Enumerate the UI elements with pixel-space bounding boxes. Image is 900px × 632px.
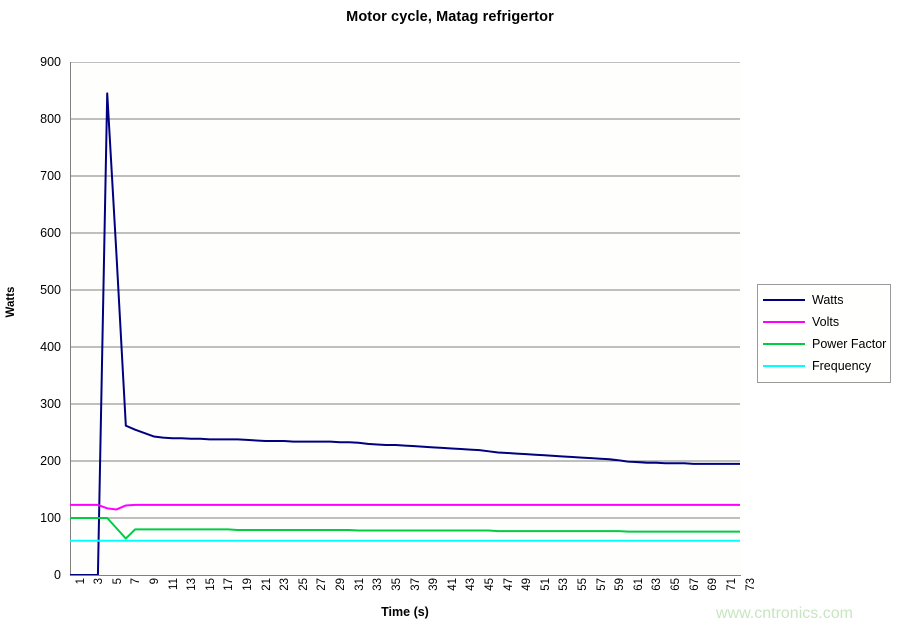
legend-color-swatch bbox=[763, 343, 805, 345]
x-tick-label: 3 bbox=[93, 578, 106, 585]
x-tick-label: 7 bbox=[130, 578, 143, 585]
legend-label: Watts bbox=[812, 293, 844, 307]
legend-item: Frequency bbox=[758, 355, 890, 377]
x-tick-label: 41 bbox=[446, 578, 459, 591]
chart-legend: Watts Volts Power Factor Frequency bbox=[757, 284, 891, 383]
legend-label: Power Factor bbox=[812, 337, 887, 351]
y-tick-label: 500 bbox=[40, 283, 61, 297]
x-tick-label: 33 bbox=[372, 578, 385, 591]
x-tick-label: 45 bbox=[483, 578, 496, 591]
y-tick-label: 0 bbox=[54, 568, 61, 582]
legend-color-swatch bbox=[763, 365, 805, 367]
x-tick-label: 23 bbox=[279, 578, 292, 591]
legend-color-swatch bbox=[763, 321, 805, 323]
legend-item: Volts bbox=[758, 311, 890, 333]
x-tick-label: 73 bbox=[744, 578, 757, 591]
x-tick-label: 51 bbox=[539, 578, 552, 591]
x-tick-label: 69 bbox=[707, 578, 720, 591]
x-tick-label: 71 bbox=[725, 578, 738, 591]
x-tick-label: 59 bbox=[614, 578, 627, 591]
x-tick-label: 61 bbox=[632, 578, 645, 591]
x-tick-label: 67 bbox=[688, 578, 701, 591]
y-tick-label: 600 bbox=[40, 226, 61, 240]
x-tick-label: 11 bbox=[167, 578, 180, 590]
y-tick-label: 900 bbox=[40, 55, 61, 69]
series-line-watts bbox=[70, 92, 740, 575]
x-tick-label: 65 bbox=[670, 578, 683, 591]
x-tick-label: 9 bbox=[148, 578, 161, 585]
chart-plot-svg bbox=[70, 62, 740, 575]
x-tick-label: 31 bbox=[353, 578, 366, 591]
series-line-power-factor bbox=[70, 517, 740, 540]
y-tick-label: 700 bbox=[40, 169, 61, 183]
x-tick-label: 5 bbox=[111, 578, 124, 585]
legend-label: Volts bbox=[812, 315, 840, 329]
x-tick-label: 15 bbox=[204, 578, 217, 591]
x-tick-label: 35 bbox=[390, 578, 403, 591]
y-tick-label: 200 bbox=[40, 454, 61, 468]
legend-item: Power Factor bbox=[758, 333, 890, 355]
y-tick-label: 100 bbox=[40, 511, 61, 525]
x-tick-label: 39 bbox=[428, 578, 441, 591]
x-tick-label: 21 bbox=[260, 578, 273, 591]
x-tick-label: 37 bbox=[409, 578, 422, 591]
x-tick-label: 63 bbox=[651, 578, 664, 591]
plot-area bbox=[70, 62, 741, 576]
x-axis-tick-labels: 1 3 5 7 9 11 13 15 17 19 21 23 25 27 29 31 33 35 37 39 41 43 4… bbox=[70, 578, 757, 606]
legend-label: Frequency bbox=[812, 359, 872, 373]
chart-title: Motor cycle, Matag refrigertor bbox=[346, 9, 554, 25]
x-tick-label: 53 bbox=[558, 578, 571, 591]
x-tick-label: 43 bbox=[465, 578, 478, 591]
legend-item: Watts bbox=[758, 289, 890, 311]
series-line-volts bbox=[70, 503, 740, 511]
x-tick-label: 29 bbox=[335, 578, 348, 591]
y-tick-label: 400 bbox=[40, 340, 61, 354]
legend-color-swatch bbox=[763, 299, 805, 301]
x-tick-label: 19 bbox=[242, 578, 254, 591]
y-tick-label: 300 bbox=[40, 397, 61, 411]
x-tick-label: 13 bbox=[186, 578, 199, 591]
x-tick-label: 27 bbox=[316, 578, 329, 591]
x-tick-label: 1 bbox=[74, 578, 87, 585]
x-tick-label: 57 bbox=[595, 578, 608, 591]
x-tick-label: 47 bbox=[502, 578, 515, 591]
watermark-text: www.cntronics.com bbox=[716, 605, 853, 622]
y-tick-label: 800 bbox=[40, 112, 61, 126]
x-tick-label: 17 bbox=[223, 578, 236, 591]
x-tick-label: 55 bbox=[577, 578, 589, 591]
x-axis-title: Time (s) bbox=[381, 605, 429, 619]
x-tick-label: 49 bbox=[521, 578, 534, 591]
y-axis-tick-labels: 0 100 200 300 400 500 600 700 800 900 bbox=[0, 0, 61, 632]
x-tick-label: 25 bbox=[297, 578, 310, 591]
